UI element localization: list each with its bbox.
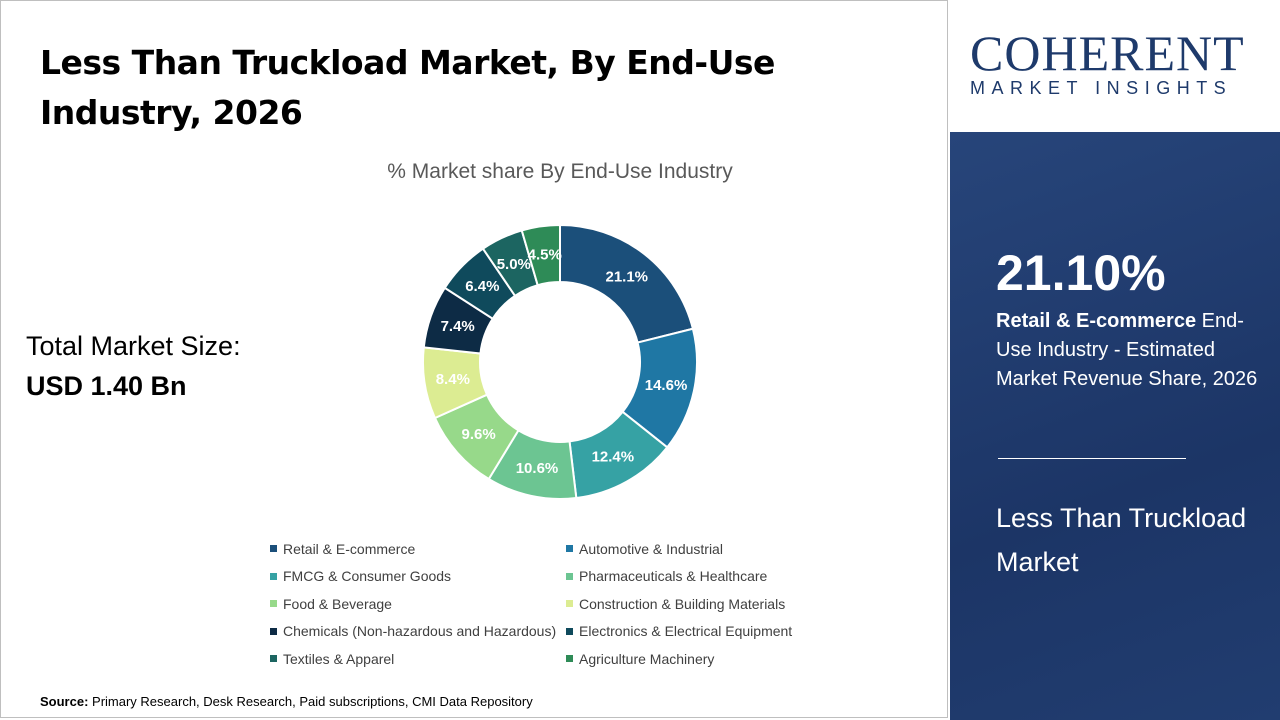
legend-swatch	[566, 655, 573, 663]
total-market-size: Total Market Size: USD 1.40 Bn	[26, 326, 241, 406]
legend-label: Construction & Building Materials	[579, 595, 786, 612]
legend-swatch	[270, 655, 277, 663]
data-label: 14.6%	[645, 377, 688, 394]
source-label: Source:	[40, 694, 89, 709]
source-note: Source: Primary Research, Desk Research,…	[40, 694, 533, 709]
data-label: 6.4%	[465, 278, 499, 295]
page-title: Less Than Truckload Market, By End-Use I…	[40, 43, 775, 132]
market-name: Less Than Truckload Market	[996, 503, 1247, 577]
data-label: 4.5%	[528, 247, 562, 264]
source-text: Primary Research, Desk Research, Paid su…	[88, 694, 533, 709]
legend-label: FMCG & Consumer Goods	[283, 568, 452, 585]
legend-item: Food & Beverage	[270, 595, 566, 613]
legend-item: Retail & E-commerce	[270, 540, 566, 558]
divider	[998, 458, 1186, 459]
legend-label: Automotive & Industrial	[579, 540, 723, 557]
highlight-description: Retail & E-commerce End-Use Industry - E…	[996, 307, 1266, 394]
highlight-rest: End-Use Industry - Estimated Market Reve…	[996, 310, 1258, 390]
legend-label: Chemicals (Non-hazardous and Hazardous)	[283, 623, 557, 640]
chart-title: % Market share By End-Use Industry	[387, 160, 733, 183]
logo-wordmark: COHERENT	[970, 25, 1245, 81]
legend-swatch	[270, 627, 277, 635]
legend-swatch	[566, 627, 573, 635]
legend-item: Agriculture Machinery	[566, 650, 866, 668]
legend-item: Electronics & Electrical Equipment	[566, 623, 866, 641]
data-label: 5.0%	[497, 256, 531, 273]
legend-item: Automotive & Industrial	[566, 540, 866, 558]
total-label: Total Market Size:	[26, 331, 241, 361]
legend-label: Pharmaceuticals & Healthcare	[579, 568, 768, 585]
highlight-panel: 21.10% Retail & E-commerce End-Use Indus…	[950, 132, 1280, 720]
legend-swatch	[566, 600, 573, 608]
legend-item: Construction & Building Materials	[566, 595, 866, 613]
total-value: USD 1.40 Bn	[26, 371, 187, 401]
data-label: 7.4%	[441, 318, 475, 335]
data-label: 9.6%	[462, 426, 496, 443]
legend-label: Agriculture Machinery	[579, 650, 715, 667]
legend-label: Electronics & Electrical Equipment	[579, 623, 793, 640]
legend-label: Food & Beverage	[283, 595, 392, 612]
legend-item: Textiles & Apparel	[270, 650, 566, 668]
legend: Retail & E-commerce Automotive & Industri…	[270, 540, 870, 668]
donut-chart: 21.1% 14.6% 12.4% 10.6% 9.6% 8.4% 7.4% 6.4% 5.0%…	[422, 223, 698, 500]
legend-label: Textiles & Apparel	[283, 650, 395, 667]
legend-item: Chemicals (Non-hazardous and Hazardous)	[270, 623, 566, 641]
data-label: 21.1%	[605, 268, 648, 285]
data-label: 10.6%	[516, 460, 559, 477]
logo: COHERENT MARKET INSIGHTS	[950, 0, 1280, 132]
legend-item: FMCG & Consumer Goods	[270, 568, 566, 586]
legend-swatch	[270, 545, 277, 553]
highlight-percent: 21.10%	[996, 245, 1166, 301]
legend-swatch	[270, 572, 277, 580]
legend-swatch	[270, 600, 277, 608]
data-label: 8.4%	[436, 371, 470, 388]
legend-item: Pharmaceuticals & Healthcare	[566, 568, 866, 586]
legend-label: Retail & E-commerce	[283, 540, 416, 557]
donut-slice	[520, 223, 561, 287]
logo-tagline: MARKET INSIGHTS	[970, 78, 1233, 98]
highlight-segment: Retail & E-commerce	[996, 310, 1197, 332]
content-frame	[0, 0, 948, 718]
data-label: 12.4%	[592, 449, 635, 466]
legend-swatch	[566, 545, 573, 553]
legend-swatch	[566, 572, 573, 580]
